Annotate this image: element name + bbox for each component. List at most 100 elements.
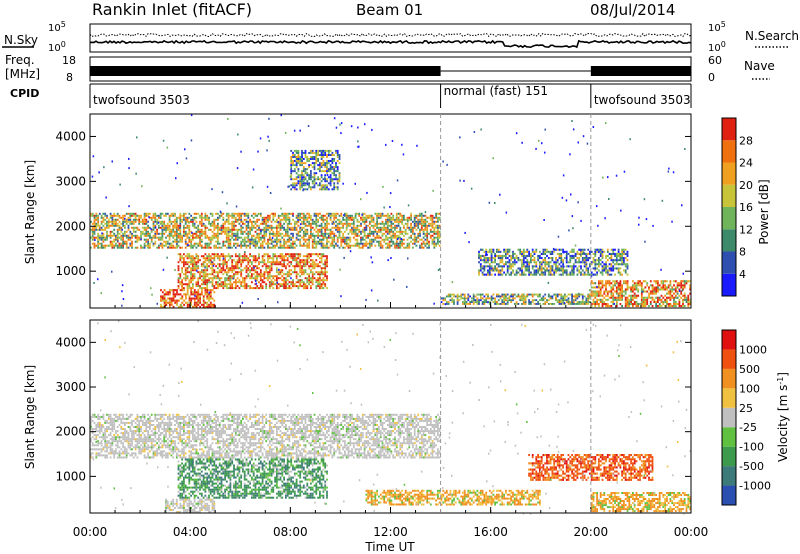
echo-cell bbox=[299, 184, 302, 187]
echo-cell bbox=[193, 216, 196, 219]
echo-cell bbox=[542, 261, 545, 264]
echo-cell bbox=[229, 230, 232, 233]
echo-cell bbox=[277, 214, 280, 217]
echo-cell bbox=[297, 265, 300, 268]
echo-cell bbox=[199, 285, 201, 288]
echo-cell bbox=[129, 220, 132, 223]
echo-cell bbox=[317, 214, 319, 217]
echo-cell bbox=[385, 222, 387, 225]
echo-cell bbox=[510, 267, 513, 270]
echo-cell bbox=[358, 228, 361, 231]
echo-cell bbox=[293, 222, 296, 225]
echo-cell bbox=[113, 214, 116, 217]
echo-cell bbox=[301, 220, 303, 223]
echo-cell bbox=[301, 164, 303, 167]
echo-cell bbox=[213, 259, 216, 262]
echo-cell bbox=[499, 261, 502, 264]
echo-cell bbox=[363, 238, 366, 241]
echo-cell bbox=[195, 257, 198, 260]
echo-cell bbox=[646, 290, 649, 293]
echo-cell bbox=[290, 287, 293, 290]
echo-cell bbox=[224, 240, 226, 243]
echo-cell bbox=[413, 234, 416, 237]
echo-cell bbox=[202, 271, 205, 274]
echo-cell bbox=[179, 273, 182, 276]
echo-cell bbox=[211, 305, 214, 308]
echo-cell bbox=[438, 218, 441, 221]
echo-cell bbox=[680, 290, 683, 293]
echo-cell bbox=[617, 259, 620, 262]
echo-cell bbox=[177, 234, 180, 237]
echo-cell bbox=[263, 220, 266, 223]
echo-cell bbox=[662, 303, 665, 306]
echo-cell bbox=[127, 238, 130, 241]
echo-cell bbox=[204, 246, 207, 249]
echo-cell bbox=[292, 232, 294, 235]
echo-cell bbox=[581, 293, 584, 296]
echo-cell bbox=[109, 212, 112, 215]
echo-cell bbox=[662, 300, 665, 303]
echo-cell bbox=[145, 212, 148, 215]
echo-cell bbox=[515, 261, 518, 264]
echo-cell bbox=[93, 226, 96, 229]
echo-cell bbox=[589, 295, 591, 298]
echo-cell bbox=[245, 287, 248, 290]
echo-cell bbox=[279, 261, 282, 264]
echo-cell bbox=[206, 291, 209, 294]
echo-cell bbox=[185, 297, 187, 300]
echo-cell bbox=[172, 291, 175, 294]
echo-cell bbox=[522, 261, 525, 264]
echo-cell bbox=[352, 222, 355, 225]
echo-cell bbox=[556, 299, 559, 302]
echo-cell bbox=[283, 277, 285, 280]
echo-cell bbox=[531, 259, 534, 262]
echo-cell bbox=[136, 218, 139, 221]
echo-cell bbox=[132, 230, 135, 233]
echo-cell bbox=[197, 257, 200, 260]
echo-cell bbox=[179, 234, 182, 237]
echo-cell bbox=[519, 259, 522, 262]
echo-cell bbox=[412, 232, 414, 235]
echo-cell bbox=[285, 220, 287, 223]
echo-cell bbox=[578, 261, 581, 264]
echo-cell bbox=[614, 298, 616, 301]
echo-cell bbox=[544, 265, 547, 268]
echo-cell bbox=[542, 271, 545, 274]
echo-cell bbox=[227, 279, 230, 282]
echo-cell bbox=[456, 297, 459, 300]
echo-cell bbox=[317, 255, 319, 258]
echo-cell bbox=[245, 218, 248, 221]
echo-cell bbox=[310, 158, 312, 160]
echo-cell bbox=[537, 259, 539, 262]
echo-cell bbox=[526, 263, 529, 266]
echo-cell bbox=[224, 281, 226, 284]
echo-cell bbox=[227, 269, 230, 272]
echo-cell bbox=[336, 228, 339, 231]
echo-cell bbox=[360, 222, 362, 225]
echo-cell bbox=[204, 226, 207, 229]
echo-cell bbox=[646, 296, 649, 299]
echo-cell bbox=[406, 232, 409, 235]
echo-cell bbox=[422, 220, 425, 223]
echo-cell bbox=[555, 295, 557, 298]
echo-cell bbox=[285, 279, 287, 282]
echo-cell bbox=[276, 224, 278, 227]
echo-cell bbox=[107, 234, 110, 237]
echo-cell bbox=[658, 296, 661, 299]
echo-cell bbox=[111, 222, 114, 225]
echo-cell bbox=[261, 236, 264, 239]
echo-cell bbox=[215, 234, 217, 237]
echo-cell bbox=[621, 292, 623, 295]
echo-cell bbox=[229, 222, 232, 225]
echo-cell bbox=[293, 154, 296, 156]
echo-cell bbox=[574, 293, 577, 296]
echo-cell bbox=[608, 305, 611, 308]
echo-cell bbox=[90, 212, 92, 215]
echo-cell bbox=[683, 282, 686, 285]
echo-cell bbox=[315, 281, 318, 284]
echo-cell bbox=[240, 285, 243, 288]
echo-cell bbox=[417, 222, 420, 225]
echo-cell bbox=[365, 224, 368, 227]
echo-cell bbox=[342, 216, 344, 219]
echo-cell bbox=[293, 253, 296, 256]
